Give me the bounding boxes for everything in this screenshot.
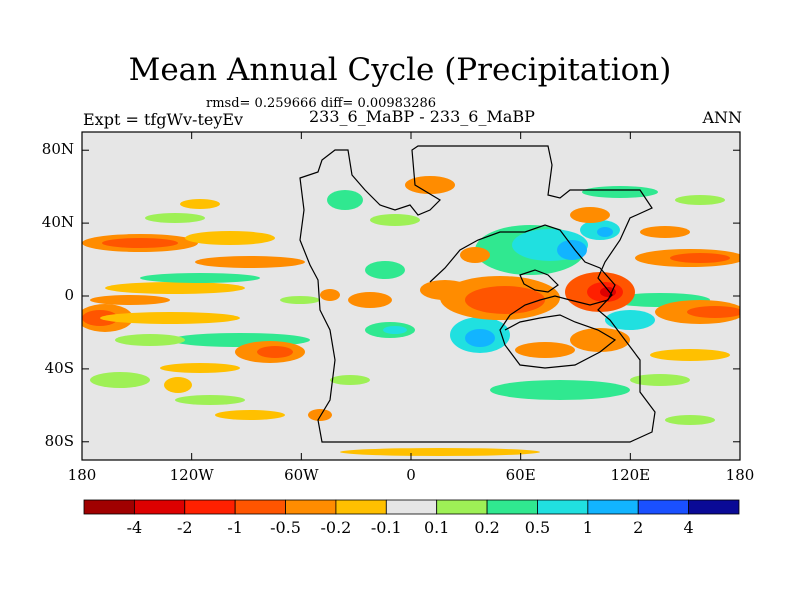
colorbar-label: 0.2: [474, 518, 500, 537]
anomaly-west-pacific: [635, 226, 740, 425]
axis-ticks: [81, 132, 741, 460]
colorbar-label: -0.1: [370, 518, 402, 537]
y-tick-label: 0: [64, 286, 74, 304]
colorbar-label: -4: [126, 518, 143, 537]
anomaly-south-pacific: [160, 341, 305, 393]
anomaly-southern-ocean: [215, 409, 540, 456]
x-tick-label: 180: [725, 466, 755, 484]
colorbar-swatch: [637, 499, 690, 515]
x-tick-label: 120W: [169, 466, 214, 484]
colorbar-label: -0.5: [270, 518, 301, 537]
colorbar-label: 2: [633, 518, 644, 537]
colorbar-label: -0.2: [320, 518, 352, 537]
colorbar-label: -1: [227, 518, 243, 537]
colorbar-label: 0.5: [524, 518, 551, 537]
experiment-label: Expt = tfgWv-teyEv: [83, 110, 244, 129]
x-tick-label: 0: [406, 466, 416, 484]
colorbar-swatch: [184, 499, 236, 515]
colorbar-swatch: [537, 499, 589, 515]
colorbar-swatch: [385, 499, 438, 515]
stats-label: rmsd= 0.259666 diff= 0.00983286: [206, 96, 437, 111]
colorbar-swatch: [234, 499, 286, 515]
colorbar-label: 4: [683, 518, 694, 537]
y-tick-label: 80S: [44, 431, 74, 450]
colorbar-swatch: [285, 499, 337, 515]
colorbar: [83, 499, 740, 515]
season-label: ANN: [702, 108, 742, 127]
x-tick-label: 120E: [610, 466, 651, 484]
y-tick-label: 80N: [41, 140, 74, 159]
anomaly-atlantic: [320, 176, 455, 385]
colorbar-label: 0.1: [423, 518, 450, 537]
y-tick-label: 40S: [44, 358, 74, 377]
x-tick-label: 180: [67, 466, 97, 484]
continent-outline: [299, 145, 656, 443]
comparison-label: 233_6_MaBP - 233_6_MaBP: [309, 107, 535, 126]
page-title: Mean Annual Cycle (Precipitation): [128, 52, 672, 88]
colorbar-swatch: [133, 499, 186, 515]
anomaly-north-pacific-bands: [82, 199, 305, 294]
x-tick-label: 60W: [284, 466, 319, 484]
colorbar-label: 1: [582, 518, 593, 537]
colorbar-swatch: [486, 499, 538, 515]
anomaly-field: [82, 176, 740, 456]
colorbar-swatch: [688, 499, 740, 515]
colorbar-label: -2: [176, 518, 193, 537]
colorbar-swatch: [436, 499, 488, 515]
x-tick-label: 60E: [505, 466, 536, 484]
colorbar-swatch: [335, 499, 387, 515]
colorbar-swatch: [83, 499, 135, 515]
colorbar-swatch: [587, 499, 639, 515]
y-tick-label: 40N: [41, 213, 74, 232]
anomaly-tropical-pacific: [82, 295, 240, 332]
anomaly-asia-positive: [450, 186, 725, 400]
